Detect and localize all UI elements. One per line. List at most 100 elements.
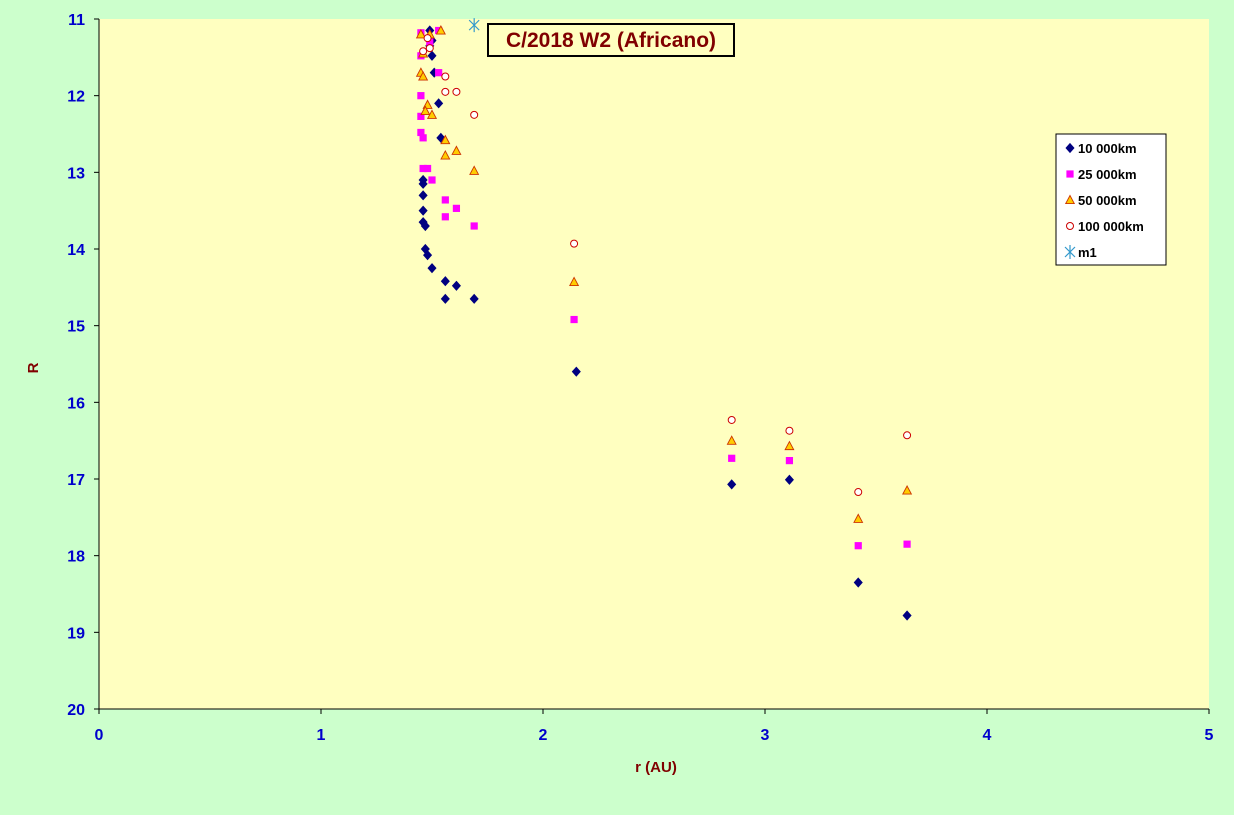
- data-point: [726, 435, 737, 445]
- legend-marker: [1066, 222, 1074, 230]
- y-tick-label: 11: [68, 12, 85, 29]
- data-point: [435, 25, 446, 35]
- legend: 10 000km 25 000km 50 000km 100 000km m1: [1055, 133, 1167, 266]
- data-point: [423, 164, 432, 173]
- data-point: [785, 426, 794, 435]
- data-point: [853, 513, 864, 523]
- data-point: [853, 577, 863, 588]
- data-point: [451, 145, 462, 155]
- legend-label: 50 000km: [1078, 193, 1137, 208]
- y-tick-label: 18: [67, 549, 85, 566]
- data-point: [440, 134, 451, 145]
- data-point: [417, 128, 425, 137]
- x-axis-ticks: 0 1 2 3 4 5: [95, 709, 1214, 744]
- data-point: [417, 112, 425, 120]
- data-point: [469, 293, 479, 304]
- data-point: [470, 222, 478, 230]
- y-tick-label: 20: [67, 702, 85, 719]
- data-point: [727, 415, 736, 424]
- data-point: [452, 87, 461, 96]
- x-tick-label: 0: [95, 727, 104, 744]
- data-point: [420, 105, 431, 116]
- data-point: [728, 454, 736, 462]
- data-point: [427, 263, 437, 274]
- data-point: [418, 205, 428, 216]
- data-point: [902, 485, 913, 495]
- data-point: [441, 87, 450, 96]
- data-points: [415, 18, 913, 621]
- x-tick-label: 2: [539, 727, 548, 744]
- data-point: [440, 150, 451, 160]
- data-point: [784, 474, 794, 485]
- legend-label: 25 000km: [1078, 167, 1137, 182]
- x-tick-label: 1: [317, 727, 326, 744]
- data-point: [435, 69, 443, 77]
- data-point: [418, 190, 428, 201]
- data-point: [440, 276, 450, 287]
- data-point: [423, 34, 432, 43]
- data-point: [428, 176, 436, 184]
- y-axis-ticks: 11 12 13 14 15 16 17 18 19 20: [67, 12, 99, 719]
- data-point: [434, 98, 444, 109]
- data-point: [785, 457, 794, 465]
- data-point: [570, 315, 578, 324]
- legend-label: 100 000km: [1078, 219, 1144, 234]
- data-point: [441, 213, 449, 221]
- data-point: [903, 540, 911, 548]
- data-point: [441, 72, 450, 81]
- data-point: [419, 164, 427, 173]
- legend-box: [1055, 133, 1167, 266]
- data-point: [441, 196, 449, 204]
- data-point: [854, 488, 863, 497]
- y-tick-label: 13: [67, 165, 85, 182]
- data-point: [902, 610, 912, 621]
- legend-label: m1: [1078, 245, 1097, 260]
- series-m1: [468, 18, 480, 33]
- y-tick-label: 12: [67, 89, 85, 106]
- data-point: [417, 92, 425, 100]
- data-point: [468, 18, 480, 33]
- data-point: [420, 220, 430, 232]
- legend-marker: [1065, 142, 1075, 154]
- legend-marker: [1066, 170, 1074, 178]
- data-point: [415, 28, 426, 39]
- chart-title-box: C/2018 W2 (Africano): [487, 23, 735, 57]
- series-100000km: [419, 34, 912, 497]
- data-point: [727, 479, 737, 490]
- data-point: [419, 47, 428, 56]
- data-point: [470, 110, 479, 119]
- data-point: [426, 109, 438, 119]
- data-point: [440, 293, 450, 304]
- data-point: [854, 542, 862, 550]
- x-tick-label: 4: [983, 727, 992, 744]
- x-tick-label: 3: [761, 727, 770, 744]
- chart-title: C/2018 W2 (Africano): [506, 29, 716, 52]
- legend-label: 10 000km: [1078, 141, 1137, 156]
- data-point: [571, 366, 581, 377]
- series-50000km: [415, 25, 913, 523]
- data-point: [419, 134, 427, 142]
- data-point: [452, 204, 461, 212]
- data-point: [427, 50, 437, 61]
- data-point: [569, 276, 580, 287]
- data-point: [570, 239, 579, 248]
- y-tick-label: 15: [67, 319, 85, 336]
- data-point: [423, 250, 433, 261]
- x-tick-label: 5: [1205, 727, 1214, 744]
- data-point: [418, 71, 429, 81]
- y-tick-label: 14: [67, 242, 85, 259]
- data-point: [451, 280, 461, 291]
- data-point: [418, 178, 428, 189]
- plot-area: [99, 19, 1209, 709]
- x-axis-label: r (AU): [635, 759, 677, 776]
- legend-marker: [1064, 194, 1076, 205]
- data-point: [425, 44, 434, 53]
- legend-marker: [1064, 245, 1076, 259]
- y-axis-label: R: [25, 362, 42, 373]
- data-point: [469, 165, 480, 175]
- y-tick-label: 17: [67, 472, 85, 489]
- data-point: [903, 431, 912, 440]
- y-tick-label: 16: [67, 395, 85, 412]
